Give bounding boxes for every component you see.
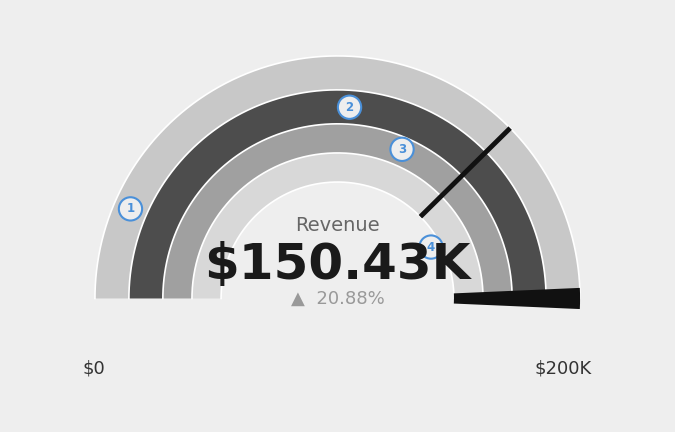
- Text: Revenue: Revenue: [295, 216, 380, 235]
- Circle shape: [419, 235, 443, 259]
- Text: 2: 2: [346, 101, 354, 114]
- Circle shape: [338, 95, 361, 119]
- Wedge shape: [129, 90, 546, 299]
- Circle shape: [390, 138, 414, 161]
- Text: $0: $0: [83, 359, 105, 377]
- Wedge shape: [95, 56, 580, 299]
- Text: 4: 4: [427, 241, 435, 254]
- Text: 3: 3: [398, 143, 406, 156]
- Text: $150.43K: $150.43K: [205, 241, 470, 289]
- Wedge shape: [192, 153, 483, 299]
- Circle shape: [119, 197, 142, 220]
- Wedge shape: [454, 288, 580, 309]
- Text: 1: 1: [126, 202, 134, 216]
- Text: ▲  20.88%: ▲ 20.88%: [291, 289, 384, 308]
- Wedge shape: [163, 124, 512, 299]
- Text: $200K: $200K: [535, 359, 592, 377]
